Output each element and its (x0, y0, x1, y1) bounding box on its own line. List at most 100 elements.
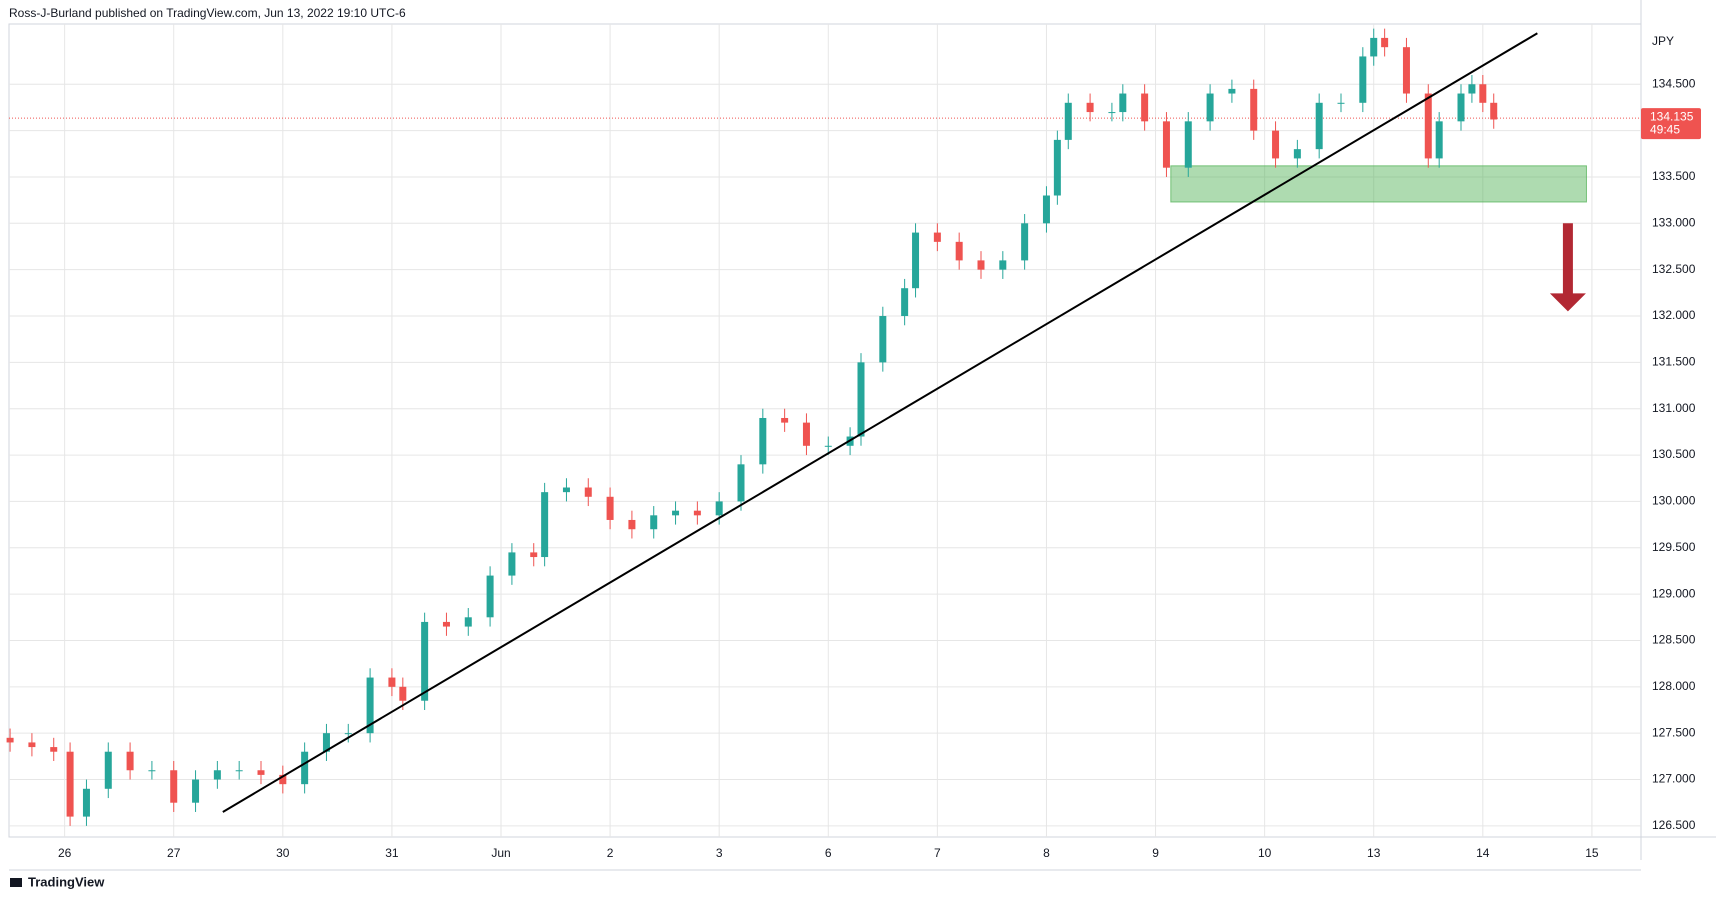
x-tick-label: Jun (491, 846, 510, 860)
y-tick-label: 126.500 (1652, 818, 1696, 832)
trendline (222, 32, 1538, 813)
candle (857, 353, 865, 446)
y-tick-label: 130.500 (1652, 447, 1696, 461)
candle-body (824, 445, 832, 447)
candle-body (1086, 102, 1094, 113)
candle-body (126, 751, 134, 771)
candle (912, 223, 920, 298)
candle-body (148, 770, 156, 772)
candle-body (1108, 112, 1116, 114)
candle (1457, 84, 1465, 131)
y-tick-label: 131.000 (1652, 401, 1696, 415)
support-zone (1170, 165, 1587, 203)
candle-body (50, 747, 58, 752)
candle-body (344, 733, 352, 735)
candle-body (235, 770, 243, 772)
candle-body (530, 552, 538, 558)
y-tick-label: 127.000 (1652, 772, 1696, 786)
candle (562, 478, 570, 502)
candle-body (257, 770, 265, 775)
candle (933, 223, 941, 252)
candle (1490, 93, 1498, 129)
candle-body (693, 510, 701, 516)
candle-body (1457, 93, 1465, 122)
candle (628, 510, 636, 539)
candle-body (192, 779, 200, 803)
candle (999, 251, 1007, 279)
candle-body (955, 241, 963, 261)
candle (1359, 47, 1367, 113)
y-tick-label: 127.500 (1652, 725, 1696, 739)
candle-body (1141, 93, 1149, 122)
candle (366, 668, 374, 743)
candle-body (301, 751, 309, 785)
candle-body (1293, 149, 1301, 159)
candle-body (1184, 121, 1192, 168)
candle-body (737, 464, 745, 502)
candle (1162, 112, 1170, 177)
candle-body (1479, 84, 1487, 103)
candle-body (66, 751, 74, 817)
candle-body (82, 788, 90, 817)
candle-body (1250, 88, 1258, 131)
candle (977, 251, 985, 279)
candle-body (279, 774, 287, 785)
candle-body (781, 417, 789, 423)
candle (737, 455, 745, 511)
candle (1272, 121, 1280, 168)
candle-body (1381, 37, 1389, 48)
candle (442, 612, 450, 636)
x-tick-label: 13 (1367, 846, 1381, 860)
x-tick-label: 15 (1585, 846, 1599, 860)
candle-body (6, 737, 14, 743)
candle (650, 506, 658, 539)
candle (486, 566, 494, 627)
candle-body (28, 742, 36, 748)
candle-body (1064, 102, 1072, 140)
candle-body (977, 260, 985, 270)
candle (1435, 112, 1443, 168)
y-tick-label: 132.000 (1652, 308, 1696, 322)
candle (1021, 214, 1029, 270)
candle (213, 760, 221, 789)
candle (1337, 93, 1345, 113)
candle (388, 668, 396, 697)
plot-frame (8, 23, 1642, 838)
candle-body (1337, 102, 1345, 104)
candle (1479, 74, 1487, 113)
candle-body (1370, 37, 1378, 57)
candle (802, 413, 810, 456)
candle (1053, 130, 1061, 205)
candle-body (1424, 93, 1432, 159)
candle (824, 436, 832, 456)
candle-body (508, 552, 516, 576)
candle (1370, 28, 1378, 66)
candle-body (104, 751, 112, 789)
candle (530, 543, 538, 567)
candle (606, 487, 614, 530)
candle-body (802, 422, 810, 446)
candle-body (1042, 195, 1050, 224)
candle (82, 779, 90, 826)
candle (6, 728, 14, 752)
candle (257, 760, 265, 785)
candle-body (879, 316, 887, 363)
candle (1141, 84, 1149, 131)
candle (1250, 79, 1258, 140)
candle-body (541, 492, 549, 558)
x-tick-label: 8 (1043, 846, 1050, 860)
x-tick-label: 26 (58, 846, 72, 860)
candle-body (857, 362, 865, 437)
y-tick-label: 128.000 (1652, 679, 1696, 693)
candle (541, 482, 549, 567)
y-tick-label: 129.000 (1652, 586, 1696, 600)
candle (1086, 93, 1094, 122)
candle (1206, 84, 1214, 131)
x-tick-label: 10 (1258, 846, 1272, 860)
candle (715, 492, 723, 525)
y-tick-label: 133.500 (1652, 169, 1696, 183)
price-label: 134.135 (1650, 109, 1694, 123)
candle-body (650, 515, 658, 530)
candle (508, 543, 516, 585)
